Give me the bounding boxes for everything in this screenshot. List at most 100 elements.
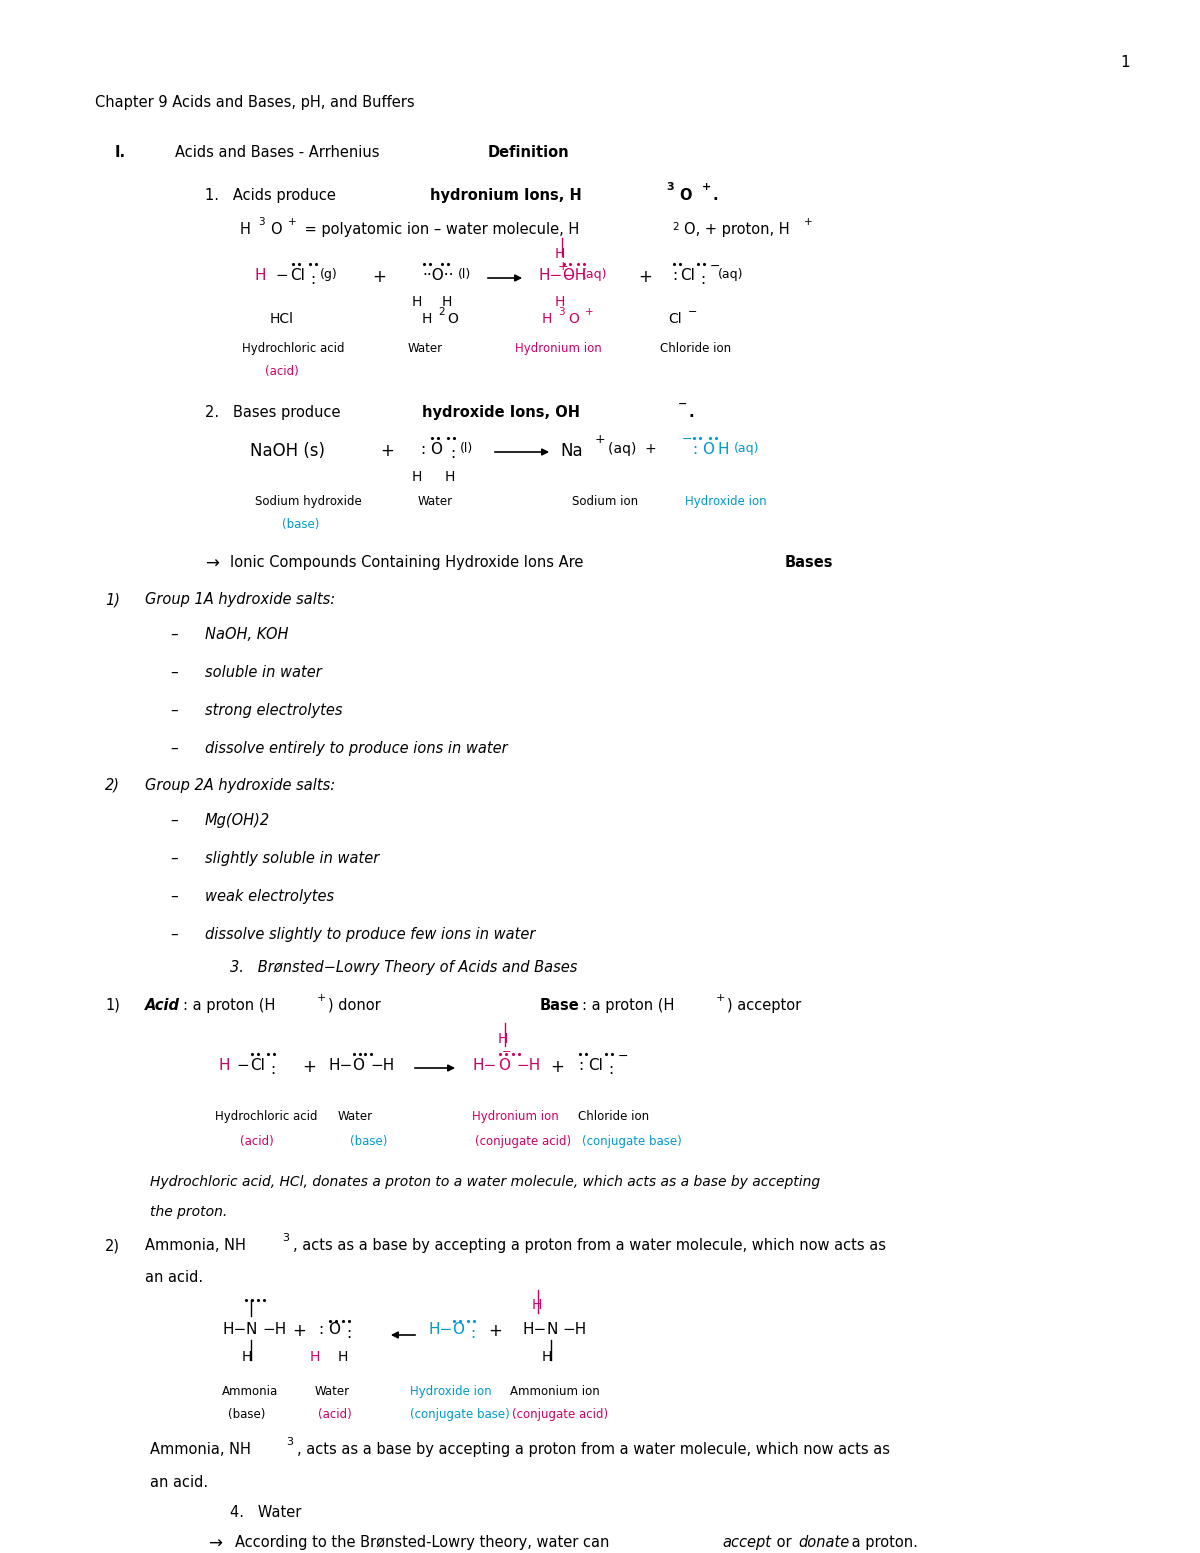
Text: +: + <box>558 259 569 273</box>
Text: Ammonia, NH: Ammonia, NH <box>150 1443 251 1457</box>
Text: 3: 3 <box>558 307 565 317</box>
Text: O: O <box>430 443 442 457</box>
Text: Hydroxide ion: Hydroxide ion <box>410 1385 492 1398</box>
Text: Hydrochloric acid, HCl, donates a proton to a water molecule, which acts as a ba: Hydrochloric acid, HCl, donates a proton… <box>150 1176 820 1190</box>
Text: Acids and Bases - Arrhenius: Acids and Bases - Arrhenius <box>175 144 384 160</box>
Text: Chapter 9 Acids and Bases, pH, and Buffers: Chapter 9 Acids and Bases, pH, and Buffe… <box>95 95 415 110</box>
Text: Ammonia: Ammonia <box>222 1385 278 1398</box>
Text: H: H <box>240 222 251 238</box>
Text: H: H <box>422 312 432 326</box>
Text: :: : <box>578 1058 583 1073</box>
Text: –: – <box>170 741 178 756</box>
Text: Base: Base <box>540 999 580 1013</box>
Text: NaOH, KOH: NaOH, KOH <box>205 627 288 641</box>
Text: (acid): (acid) <box>240 1135 274 1148</box>
Text: (aq): (aq) <box>582 269 607 281</box>
Text: :: : <box>700 272 706 287</box>
Text: : a proton (H: : a proton (H <box>582 999 674 1013</box>
Text: Hydrochloric acid: Hydrochloric acid <box>215 1110 318 1123</box>
Text: H: H <box>554 247 565 261</box>
Text: an acid.: an acid. <box>150 1475 208 1489</box>
Text: −: − <box>618 1050 629 1062</box>
Text: 4.   Water: 4. Water <box>230 1505 301 1520</box>
Text: 2): 2) <box>106 1238 120 1253</box>
Text: H: H <box>256 269 266 283</box>
Text: H: H <box>218 1058 229 1073</box>
Text: 1.   Acids produce: 1. Acids produce <box>205 188 341 203</box>
Text: :: : <box>692 443 697 457</box>
Text: –: – <box>170 851 178 867</box>
Text: +: + <box>292 1322 306 1340</box>
Text: Ionic Compounds Containing Hydroxide Ions Are: Ionic Compounds Containing Hydroxide Ion… <box>230 554 588 570</box>
Text: −: − <box>710 259 720 273</box>
Text: slightly soluble in water: slightly soluble in water <box>205 851 379 867</box>
Text: –: – <box>170 927 178 943</box>
Text: −: − <box>502 1047 511 1058</box>
Text: +: + <box>586 307 594 317</box>
Text: (aq)  +: (aq) + <box>608 443 656 457</box>
Text: (base): (base) <box>228 1409 265 1421</box>
Text: +: + <box>302 1058 316 1076</box>
Text: H: H <box>542 1350 552 1364</box>
Text: ) acceptor: ) acceptor <box>727 999 802 1013</box>
Text: hydronium Ions, H: hydronium Ions, H <box>430 188 582 203</box>
Text: Cl: Cl <box>680 269 695 283</box>
Text: Cl: Cl <box>588 1058 602 1073</box>
Text: Cl: Cl <box>250 1058 265 1073</box>
Text: –: – <box>170 665 178 680</box>
Text: (g): (g) <box>320 269 337 281</box>
Text: (l): (l) <box>460 443 473 455</box>
Text: :: : <box>608 1062 613 1076</box>
Text: Chloride ion: Chloride ion <box>578 1110 649 1123</box>
Text: (conjugate base): (conjugate base) <box>582 1135 682 1148</box>
Text: (base): (base) <box>350 1135 388 1148</box>
Text: :: : <box>450 446 455 461</box>
Text: According to the Brønsted-Lowry theory, water can: According to the Brønsted-Lowry theory, … <box>235 1534 614 1550</box>
Text: weak electrolytes: weak electrolytes <box>205 888 334 904</box>
Text: (base): (base) <box>282 519 319 531</box>
Text: : a proton (H: : a proton (H <box>182 999 275 1013</box>
Text: −H: −H <box>562 1322 587 1337</box>
Text: :: : <box>672 269 677 283</box>
Text: +: + <box>595 433 606 446</box>
Text: , acts as a base by accepting a proton from a water molecule, which now acts as: , acts as a base by accepting a proton f… <box>298 1443 890 1457</box>
Text: −H: −H <box>262 1322 287 1337</box>
Text: .: . <box>712 188 718 203</box>
Text: Group 1A hydroxide salts:: Group 1A hydroxide salts: <box>145 592 335 607</box>
Text: H−: H− <box>222 1322 246 1337</box>
Text: H: H <box>554 295 565 309</box>
Text: –: – <box>170 888 178 904</box>
Text: Acid: Acid <box>145 999 180 1013</box>
Text: H: H <box>442 295 452 309</box>
Text: 3: 3 <box>282 1233 289 1242</box>
Text: Sodium ion: Sodium ion <box>572 495 638 508</box>
Text: −: − <box>275 269 288 283</box>
Text: = polyatomic ion – water molecule, H: = polyatomic ion – water molecule, H <box>300 222 580 238</box>
Text: .: . <box>688 405 694 419</box>
Text: −H: −H <box>370 1058 395 1073</box>
Text: Group 2A hydroxide salts:: Group 2A hydroxide salts: <box>145 778 335 794</box>
Text: Water: Water <box>314 1385 350 1398</box>
Text: O: O <box>562 269 574 283</box>
Text: ) donor: ) donor <box>328 999 380 1013</box>
Text: 1): 1) <box>106 999 120 1013</box>
Text: the proton.: the proton. <box>150 1205 227 1219</box>
Text: dissolve slightly to produce few ions in water: dissolve slightly to produce few ions in… <box>205 927 535 943</box>
Text: –: – <box>170 704 178 717</box>
Text: H: H <box>498 1033 509 1047</box>
Text: +: + <box>317 992 326 1003</box>
Text: 2: 2 <box>672 222 679 231</box>
Text: H: H <box>338 1350 348 1364</box>
Text: (conjugate acid): (conjugate acid) <box>512 1409 608 1421</box>
Text: :: : <box>310 272 316 287</box>
Text: Bases: Bases <box>785 554 834 570</box>
Text: N: N <box>246 1322 257 1337</box>
Text: (conjugate base): (conjugate base) <box>410 1409 510 1421</box>
Text: soluble in water: soluble in water <box>205 665 322 680</box>
Text: donate: donate <box>798 1534 850 1550</box>
Text: an acid.: an acid. <box>145 1270 203 1284</box>
Text: (conjugate acid): (conjugate acid) <box>475 1135 571 1148</box>
Text: :: : <box>270 1062 275 1076</box>
Text: 3: 3 <box>286 1437 293 1447</box>
Text: :: : <box>470 1326 475 1340</box>
